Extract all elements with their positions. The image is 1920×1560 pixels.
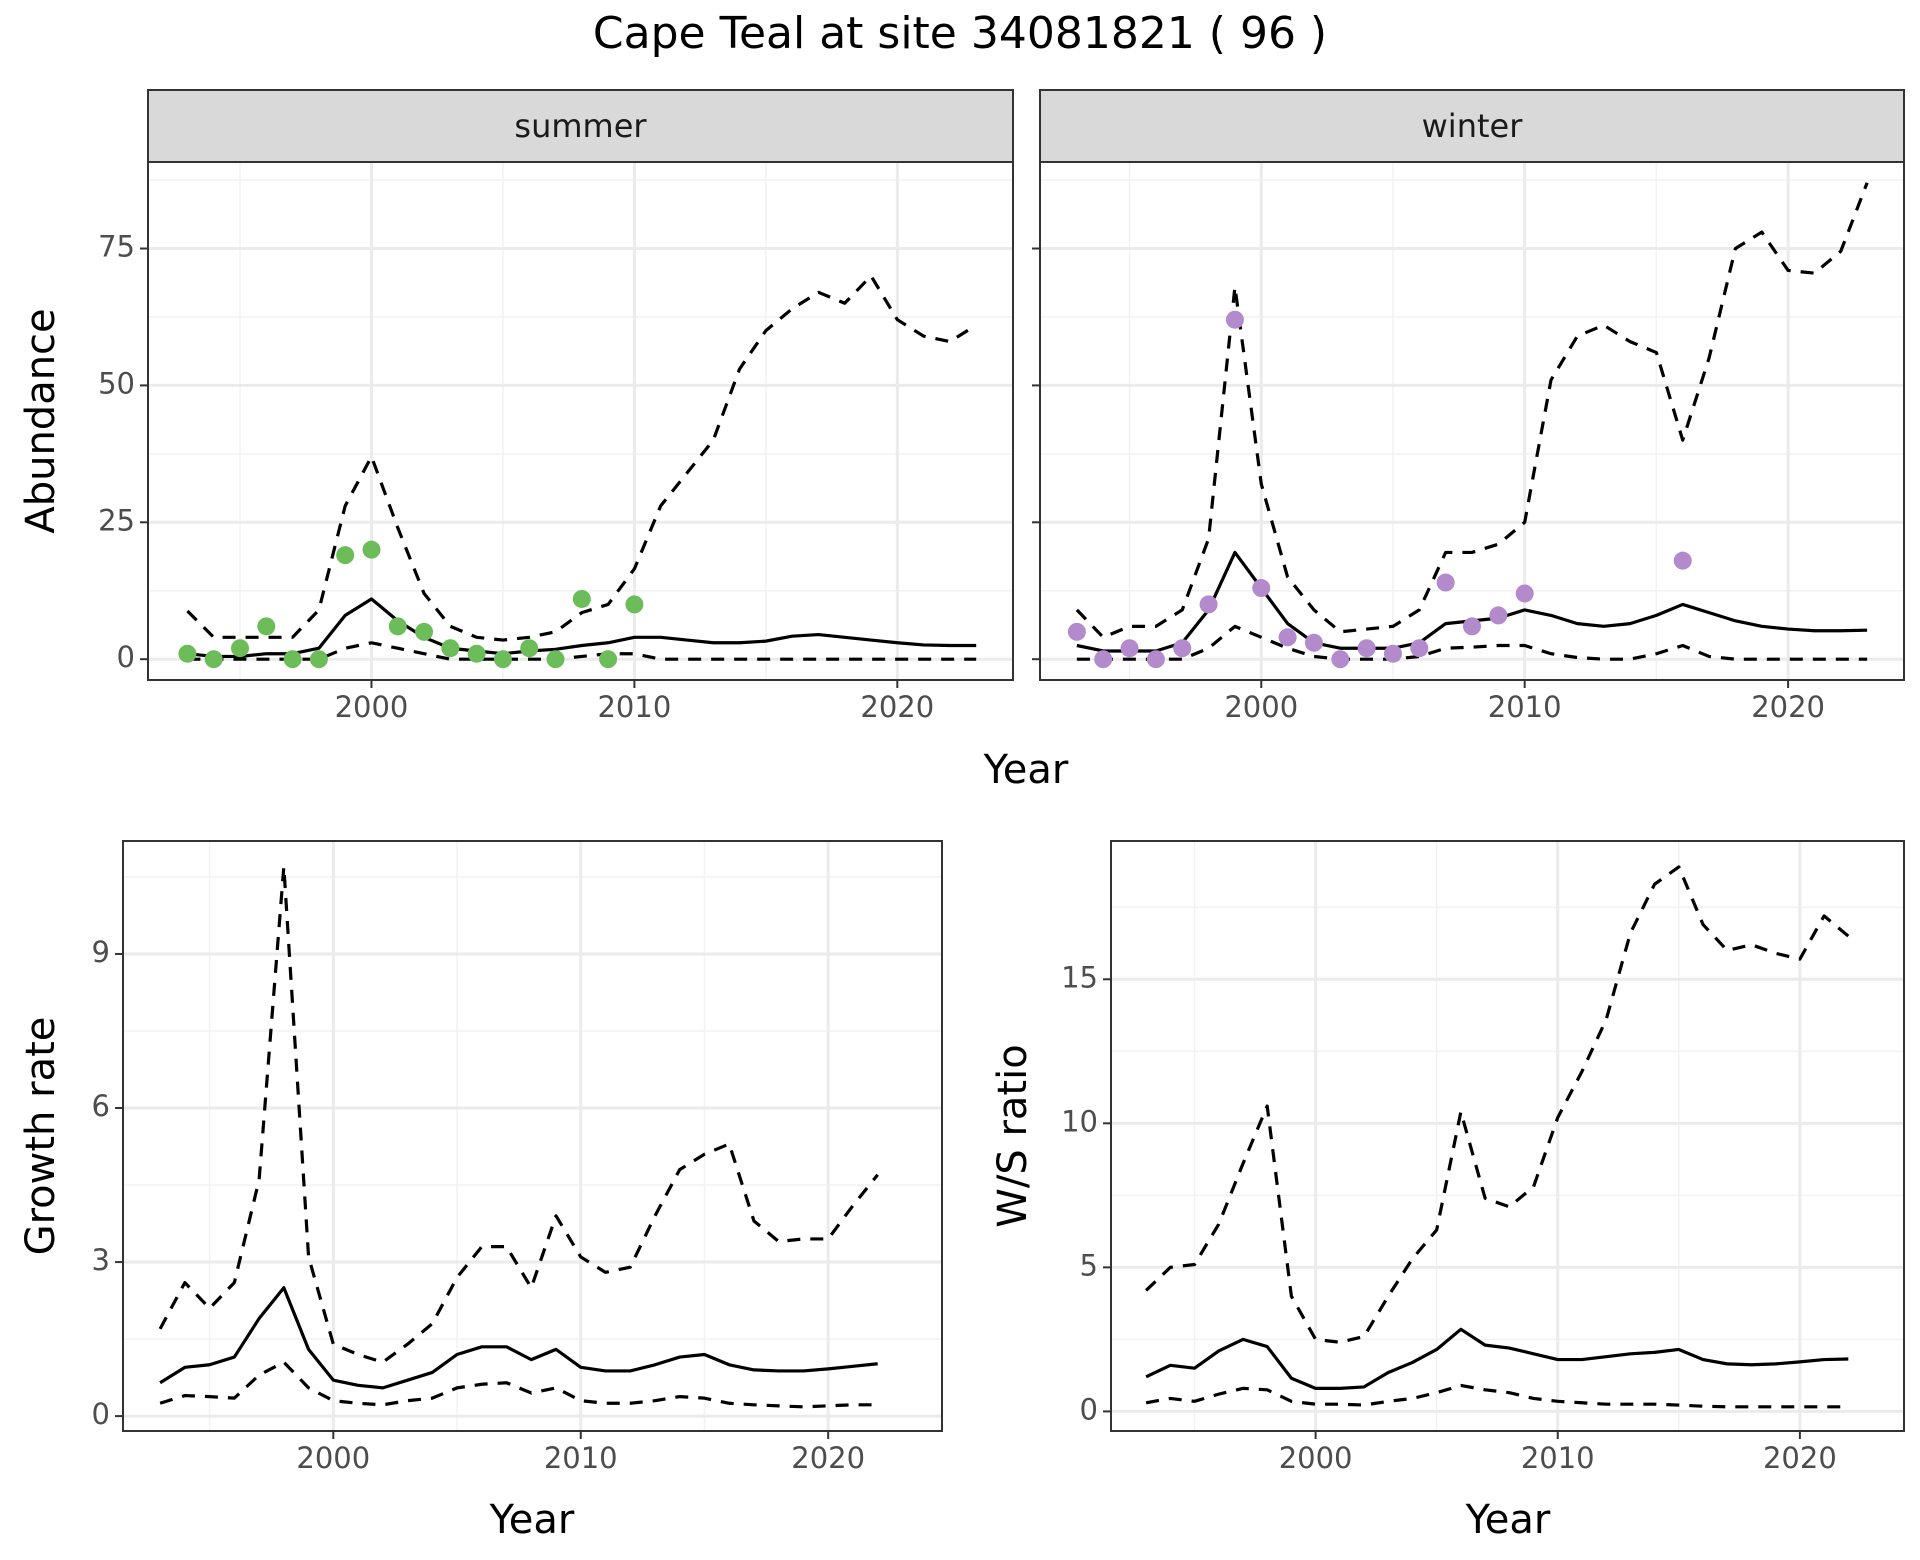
plot-background xyxy=(1111,841,1904,1431)
trend-line xyxy=(159,1286,878,1390)
facet-strip xyxy=(1039,89,1905,163)
interval-line xyxy=(1145,865,1850,1344)
data-point xyxy=(1489,606,1508,625)
data-point xyxy=(1199,595,1218,614)
y-axis-label: Growth rate xyxy=(18,1017,64,1256)
data-point xyxy=(1252,579,1271,598)
trend-line xyxy=(187,597,977,659)
y-tick-label: 3 xyxy=(92,1243,110,1277)
x-tick-label: 2000 xyxy=(1279,1441,1353,1475)
data-point xyxy=(1331,650,1350,669)
trend-line xyxy=(1145,1327,1849,1390)
x-tick-label: 2000 xyxy=(335,690,409,724)
x-axis-label: Year xyxy=(489,1497,575,1543)
data-point xyxy=(1436,573,1455,592)
facet-strip xyxy=(147,89,1014,163)
data-point xyxy=(388,617,407,636)
data-point xyxy=(1120,639,1139,658)
interval-line xyxy=(187,641,977,661)
data-point xyxy=(231,639,250,658)
interval-line xyxy=(158,865,879,1364)
plot-border xyxy=(1110,840,1905,1432)
plot-background xyxy=(123,841,942,1431)
x-tick-label: 2010 xyxy=(1488,690,1562,724)
plot-border xyxy=(122,840,943,1432)
x-tick-label: 2020 xyxy=(1751,690,1825,724)
data-point xyxy=(1304,633,1323,652)
data-point xyxy=(1146,650,1165,669)
facet-label: summer xyxy=(514,107,647,145)
y-tick-label: 9 xyxy=(92,935,110,969)
data-point xyxy=(1383,644,1402,663)
data-point xyxy=(1357,639,1376,658)
y-tick-label: 0 xyxy=(1080,1392,1098,1426)
x-tick-label: 2020 xyxy=(791,1441,865,1475)
y-tick-label: 0 xyxy=(92,1397,110,1431)
x-axis-label: Year xyxy=(983,747,1069,793)
y-axis-label: W/S ratio xyxy=(990,1044,1036,1227)
data-point xyxy=(1225,310,1244,329)
plot-background xyxy=(1040,162,1904,680)
x-tick-label: 2000 xyxy=(1224,690,1298,724)
data-point xyxy=(1673,551,1692,570)
data-point xyxy=(415,622,434,641)
y-tick-label: 0 xyxy=(117,640,135,674)
facet-label: winter xyxy=(1422,107,1524,145)
y-tick-label: 5 xyxy=(1080,1248,1098,1282)
y-tick-label: 6 xyxy=(92,1089,110,1123)
y-tick-label: 50 xyxy=(98,366,135,400)
data-point xyxy=(204,650,223,669)
y-axis-label: Abundance xyxy=(18,308,64,533)
data-point xyxy=(1067,622,1086,641)
data-point xyxy=(520,639,539,658)
interval-line xyxy=(1145,1383,1849,1409)
x-tick-label: 2010 xyxy=(544,1441,618,1475)
data-point xyxy=(283,650,302,669)
data-point xyxy=(467,644,486,663)
data-point xyxy=(257,617,276,636)
y-tick-label: 75 xyxy=(98,230,135,264)
x-tick-label: 2000 xyxy=(296,1441,370,1475)
figure-title: Cape Teal at site 34081821 ( 96 ) xyxy=(593,8,1327,59)
data-point xyxy=(1094,650,1113,669)
x-tick-label: 2010 xyxy=(597,690,671,724)
data-point xyxy=(493,650,512,669)
interval-line xyxy=(1075,182,1869,639)
y-tick-label: 10 xyxy=(1061,1104,1098,1138)
data-point xyxy=(441,639,460,658)
data-point xyxy=(1173,639,1192,658)
data-point xyxy=(625,595,644,614)
y-tick-label: 15 xyxy=(1061,960,1098,994)
x-tick-label: 2010 xyxy=(1521,1441,1595,1475)
data-point xyxy=(546,650,565,669)
data-point xyxy=(1410,639,1429,658)
x-axis-label: Year xyxy=(1465,1497,1551,1543)
data-point xyxy=(599,650,618,669)
data-point xyxy=(362,540,381,559)
data-point xyxy=(1463,617,1481,636)
data-point xyxy=(178,644,197,663)
data-point xyxy=(1278,628,1297,647)
data-point xyxy=(336,546,355,565)
x-tick-label: 2020 xyxy=(860,690,934,724)
y-tick-label: 25 xyxy=(98,503,135,537)
data-point xyxy=(309,650,328,669)
interval-line xyxy=(186,274,978,642)
data-point xyxy=(1515,584,1534,603)
x-tick-label: 2020 xyxy=(1763,1441,1837,1475)
data-point xyxy=(572,589,591,608)
